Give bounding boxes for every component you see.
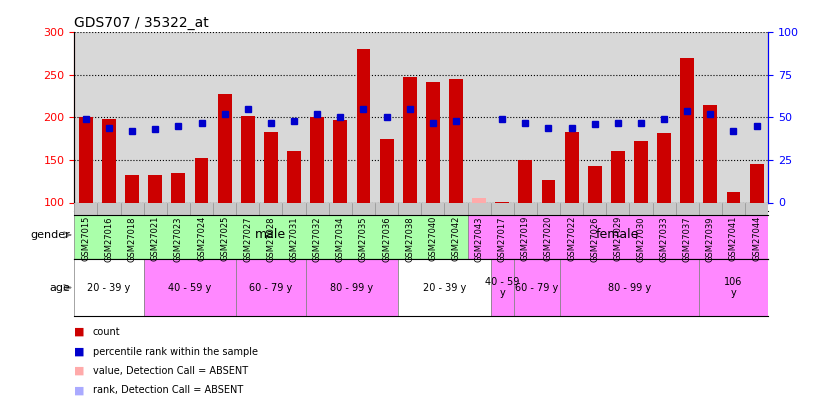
- Text: 20 - 39 y: 20 - 39 y: [423, 283, 466, 292]
- Text: 60 - 79 y: 60 - 79 y: [249, 283, 292, 292]
- Bar: [306, 259, 398, 316]
- Text: ■: ■: [74, 327, 85, 337]
- Text: GDS707 / 35322_at: GDS707 / 35322_at: [74, 16, 209, 30]
- Bar: [426, 82, 439, 202]
- Text: rank, Detection Call = ABSENT: rank, Detection Call = ABSENT: [93, 386, 243, 395]
- Bar: [560, 259, 699, 316]
- Bar: [491, 259, 514, 316]
- Bar: [241, 116, 254, 202]
- Bar: [681, 58, 694, 202]
- Bar: [542, 179, 555, 202]
- Bar: [699, 259, 768, 316]
- Bar: [565, 132, 578, 202]
- Text: 20 - 39 y: 20 - 39 y: [88, 283, 131, 292]
- Text: age: age: [50, 283, 70, 292]
- Text: value, Detection Call = ABSENT: value, Detection Call = ABSENT: [93, 366, 248, 376]
- Bar: [403, 77, 416, 202]
- Bar: [334, 120, 347, 202]
- Bar: [236, 259, 306, 316]
- Bar: [657, 133, 671, 202]
- Bar: [126, 175, 139, 202]
- Bar: [727, 192, 740, 202]
- Text: ■: ■: [74, 366, 85, 376]
- Bar: [195, 158, 208, 202]
- Bar: [218, 94, 231, 202]
- Bar: [149, 175, 162, 202]
- Text: 80 - 99 y: 80 - 99 y: [330, 283, 373, 292]
- Text: 60 - 79 y: 60 - 79 y: [515, 283, 558, 292]
- Bar: [398, 259, 491, 316]
- Bar: [449, 79, 463, 202]
- Bar: [264, 132, 278, 202]
- Text: gender: gender: [31, 230, 70, 240]
- Text: count: count: [93, 327, 120, 337]
- Text: 40 - 59 y: 40 - 59 y: [169, 283, 211, 292]
- Bar: [380, 139, 393, 202]
- Bar: [287, 151, 301, 202]
- Bar: [611, 151, 624, 202]
- Bar: [468, 211, 768, 259]
- Bar: [357, 49, 370, 202]
- Bar: [588, 166, 601, 202]
- Bar: [514, 259, 560, 316]
- Text: 40 - 59
y: 40 - 59 y: [485, 277, 520, 298]
- Bar: [634, 141, 648, 202]
- Bar: [519, 160, 532, 202]
- Bar: [172, 173, 185, 202]
- Text: 106
y: 106 y: [724, 277, 743, 298]
- Text: 80 - 99 y: 80 - 99 y: [608, 283, 651, 292]
- Text: male: male: [255, 228, 287, 241]
- Bar: [472, 198, 486, 202]
- Text: percentile rank within the sample: percentile rank within the sample: [93, 347, 258, 356]
- Bar: [144, 259, 236, 316]
- Bar: [704, 104, 717, 202]
- Text: ■: ■: [74, 386, 85, 395]
- Bar: [74, 259, 144, 316]
- Bar: [79, 117, 93, 202]
- Text: ■: ■: [74, 347, 85, 356]
- Text: female: female: [596, 228, 639, 241]
- Bar: [311, 117, 324, 202]
- Bar: [102, 119, 116, 202]
- Bar: [74, 211, 468, 259]
- Bar: [750, 164, 763, 202]
